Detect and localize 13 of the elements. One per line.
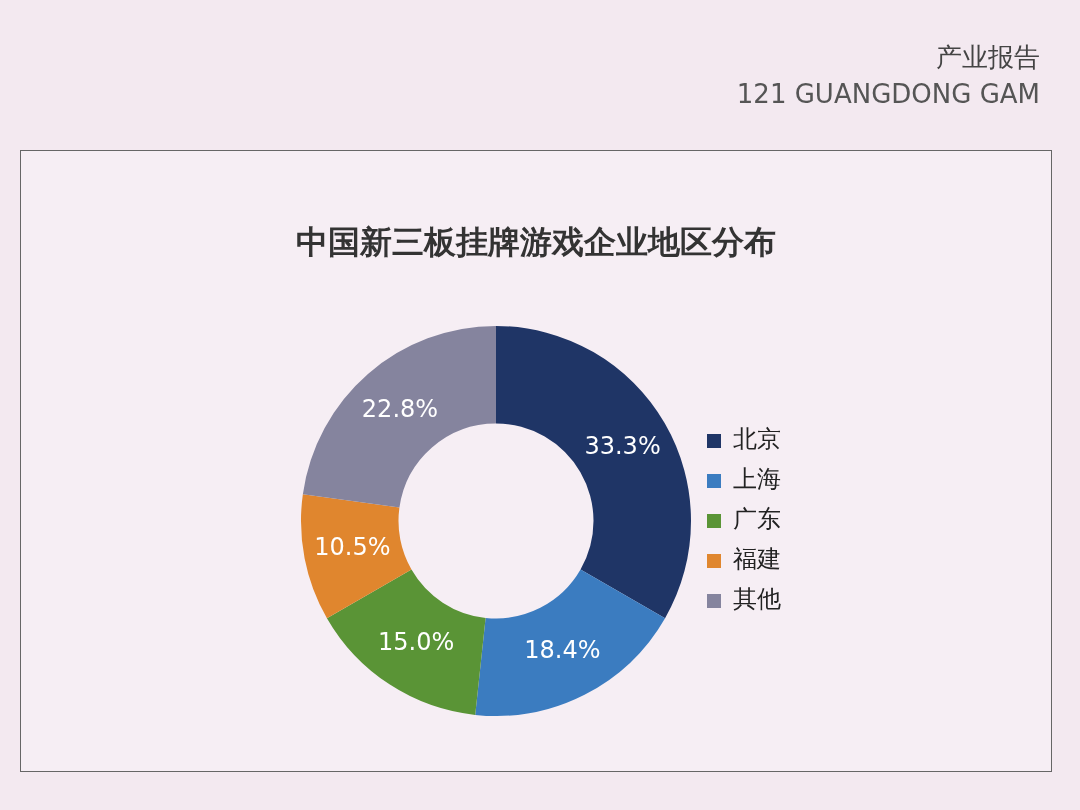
text: 产业报告 bbox=[935, 41, 1040, 74]
legend-label: 其他 bbox=[733, 585, 781, 614]
data-label: 22.8% bbox=[361, 394, 439, 423]
data-label: 10.5% bbox=[314, 533, 391, 562]
data-label: 15.0% bbox=[377, 627, 455, 656]
legend-label: 广东 bbox=[733, 505, 781, 534]
data-label: 33.3% bbox=[584, 431, 661, 460]
legend-label: 北京 bbox=[733, 425, 781, 454]
data-label: 18.4% bbox=[524, 635, 601, 664]
legend-label: 上海 bbox=[733, 465, 781, 494]
text: 121 GUANGDONG GAM bbox=[736, 79, 1040, 109]
legend-label: 福建 bbox=[733, 545, 781, 574]
chart-title: 中国新三板挂牌游戏企业地区分布 bbox=[295, 222, 777, 263]
